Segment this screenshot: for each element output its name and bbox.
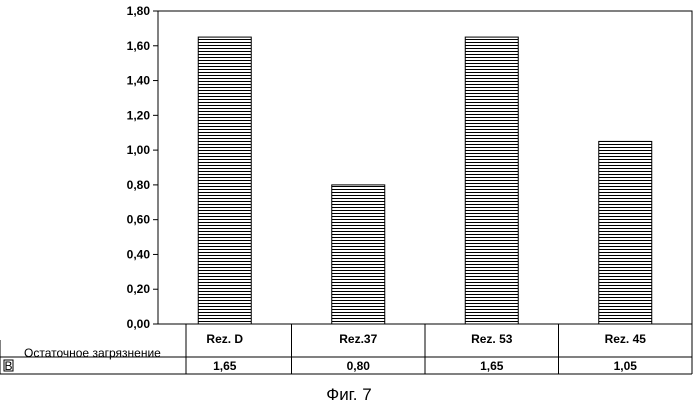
bar [465, 37, 518, 324]
bar [332, 185, 385, 324]
data-label: 1,65 [480, 359, 504, 373]
series-name: Остаточное загрязнение [24, 346, 161, 360]
legend-key-letter: B [4, 359, 12, 373]
y-tick-label: 0,80 [127, 178, 151, 192]
data-label: 0,80 [347, 359, 371, 373]
figure-caption: Фиг. 7 [326, 385, 371, 404]
data-label: 1,65 [213, 359, 237, 373]
y-tick-label: 1,20 [127, 108, 151, 122]
y-tick-label: 1,60 [127, 39, 151, 53]
x-tick-label: Rez.37 [339, 332, 377, 346]
y-tick-label: 0,60 [127, 213, 151, 227]
y-tick-label: 0,00 [127, 317, 151, 331]
y-axis: 0,00 0,20 0,40 0,60 0,80 1,00 1,20 1,40 1,60 1,80 [127, 4, 158, 331]
data-table: Rez. D Rez.37 Rez. 53 Rez. 45 1,65 0,80 1,65 1,… [0, 324, 692, 374]
x-tick-label: Rez. 53 [471, 332, 513, 346]
y-tick-label: 1,40 [127, 74, 151, 88]
data-label: 1,05 [614, 359, 638, 373]
bar [599, 141, 652, 324]
y-tick-label: 0,40 [127, 247, 151, 261]
bar [198, 37, 251, 324]
y-tick-label: 0,20 [127, 282, 151, 296]
x-tick-label: Rez. D [206, 332, 243, 346]
bars [198, 37, 652, 324]
y-tick-label: 1,00 [127, 143, 151, 157]
y-tick-label: 1,80 [127, 4, 151, 18]
x-tick-label: Rez. 45 [605, 332, 647, 346]
